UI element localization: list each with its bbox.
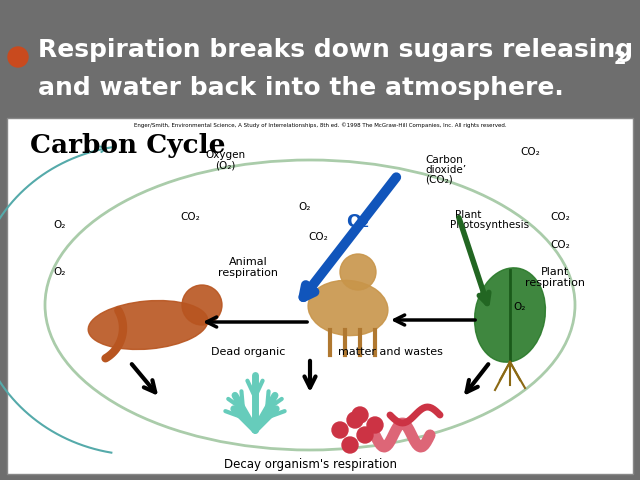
Text: (CO₂): (CO₂) <box>425 175 452 185</box>
Text: CO₂: CO₂ <box>308 232 328 242</box>
Ellipse shape <box>474 268 545 362</box>
Bar <box>7 118 633 474</box>
Text: 2: 2 <box>614 50 627 68</box>
Text: Decay organism's respiration: Decay organism's respiration <box>223 458 397 471</box>
Circle shape <box>8 47 28 67</box>
Circle shape <box>182 285 222 325</box>
Ellipse shape <box>88 300 208 349</box>
Circle shape <box>340 254 376 290</box>
Text: O₂: O₂ <box>54 220 66 230</box>
Circle shape <box>357 427 373 443</box>
Text: O₂: O₂ <box>299 202 311 212</box>
Text: dioxide’: dioxide’ <box>425 165 466 175</box>
Circle shape <box>342 437 358 453</box>
Text: respiration: respiration <box>525 278 585 288</box>
Text: respiration: respiration <box>218 268 278 278</box>
Text: O₂: O₂ <box>514 302 526 312</box>
Text: CO₂: CO₂ <box>550 212 570 222</box>
Text: CO₂: CO₂ <box>520 147 540 157</box>
Text: Respiration breaks down sugars releasing CO: Respiration breaks down sugars releasing… <box>38 38 640 62</box>
Text: Plant: Plant <box>541 267 569 277</box>
Circle shape <box>352 407 368 423</box>
Ellipse shape <box>308 280 388 336</box>
Text: (O₂): (O₂) <box>215 160 235 170</box>
Text: Enger/Smith, Environmental Science, A Study of Interrelationships, 8th ed. ©1998: Enger/Smith, Environmental Science, A St… <box>134 122 506 128</box>
Text: Dead organic: Dead organic <box>211 347 285 357</box>
Text: Oxygen: Oxygen <box>205 150 245 160</box>
Text: Carbon: Carbon <box>425 155 463 165</box>
Text: O₂: O₂ <box>346 213 369 231</box>
Circle shape <box>367 417 383 433</box>
Text: CO₂: CO₂ <box>180 212 200 222</box>
Text: O₂: O₂ <box>54 267 66 277</box>
Text: Animal: Animal <box>228 257 268 267</box>
Text: and water back into the atmosphere.: and water back into the atmosphere. <box>38 76 564 100</box>
Text: Photosynthesis: Photosynthesis <box>450 220 529 230</box>
Text: Plant: Plant <box>455 210 481 220</box>
Text: matter and wastes: matter and wastes <box>337 347 442 357</box>
Text: Carbon Cycle: Carbon Cycle <box>30 133 225 158</box>
Text: CO₂: CO₂ <box>550 240 570 250</box>
Circle shape <box>347 412 363 428</box>
Circle shape <box>332 422 348 438</box>
